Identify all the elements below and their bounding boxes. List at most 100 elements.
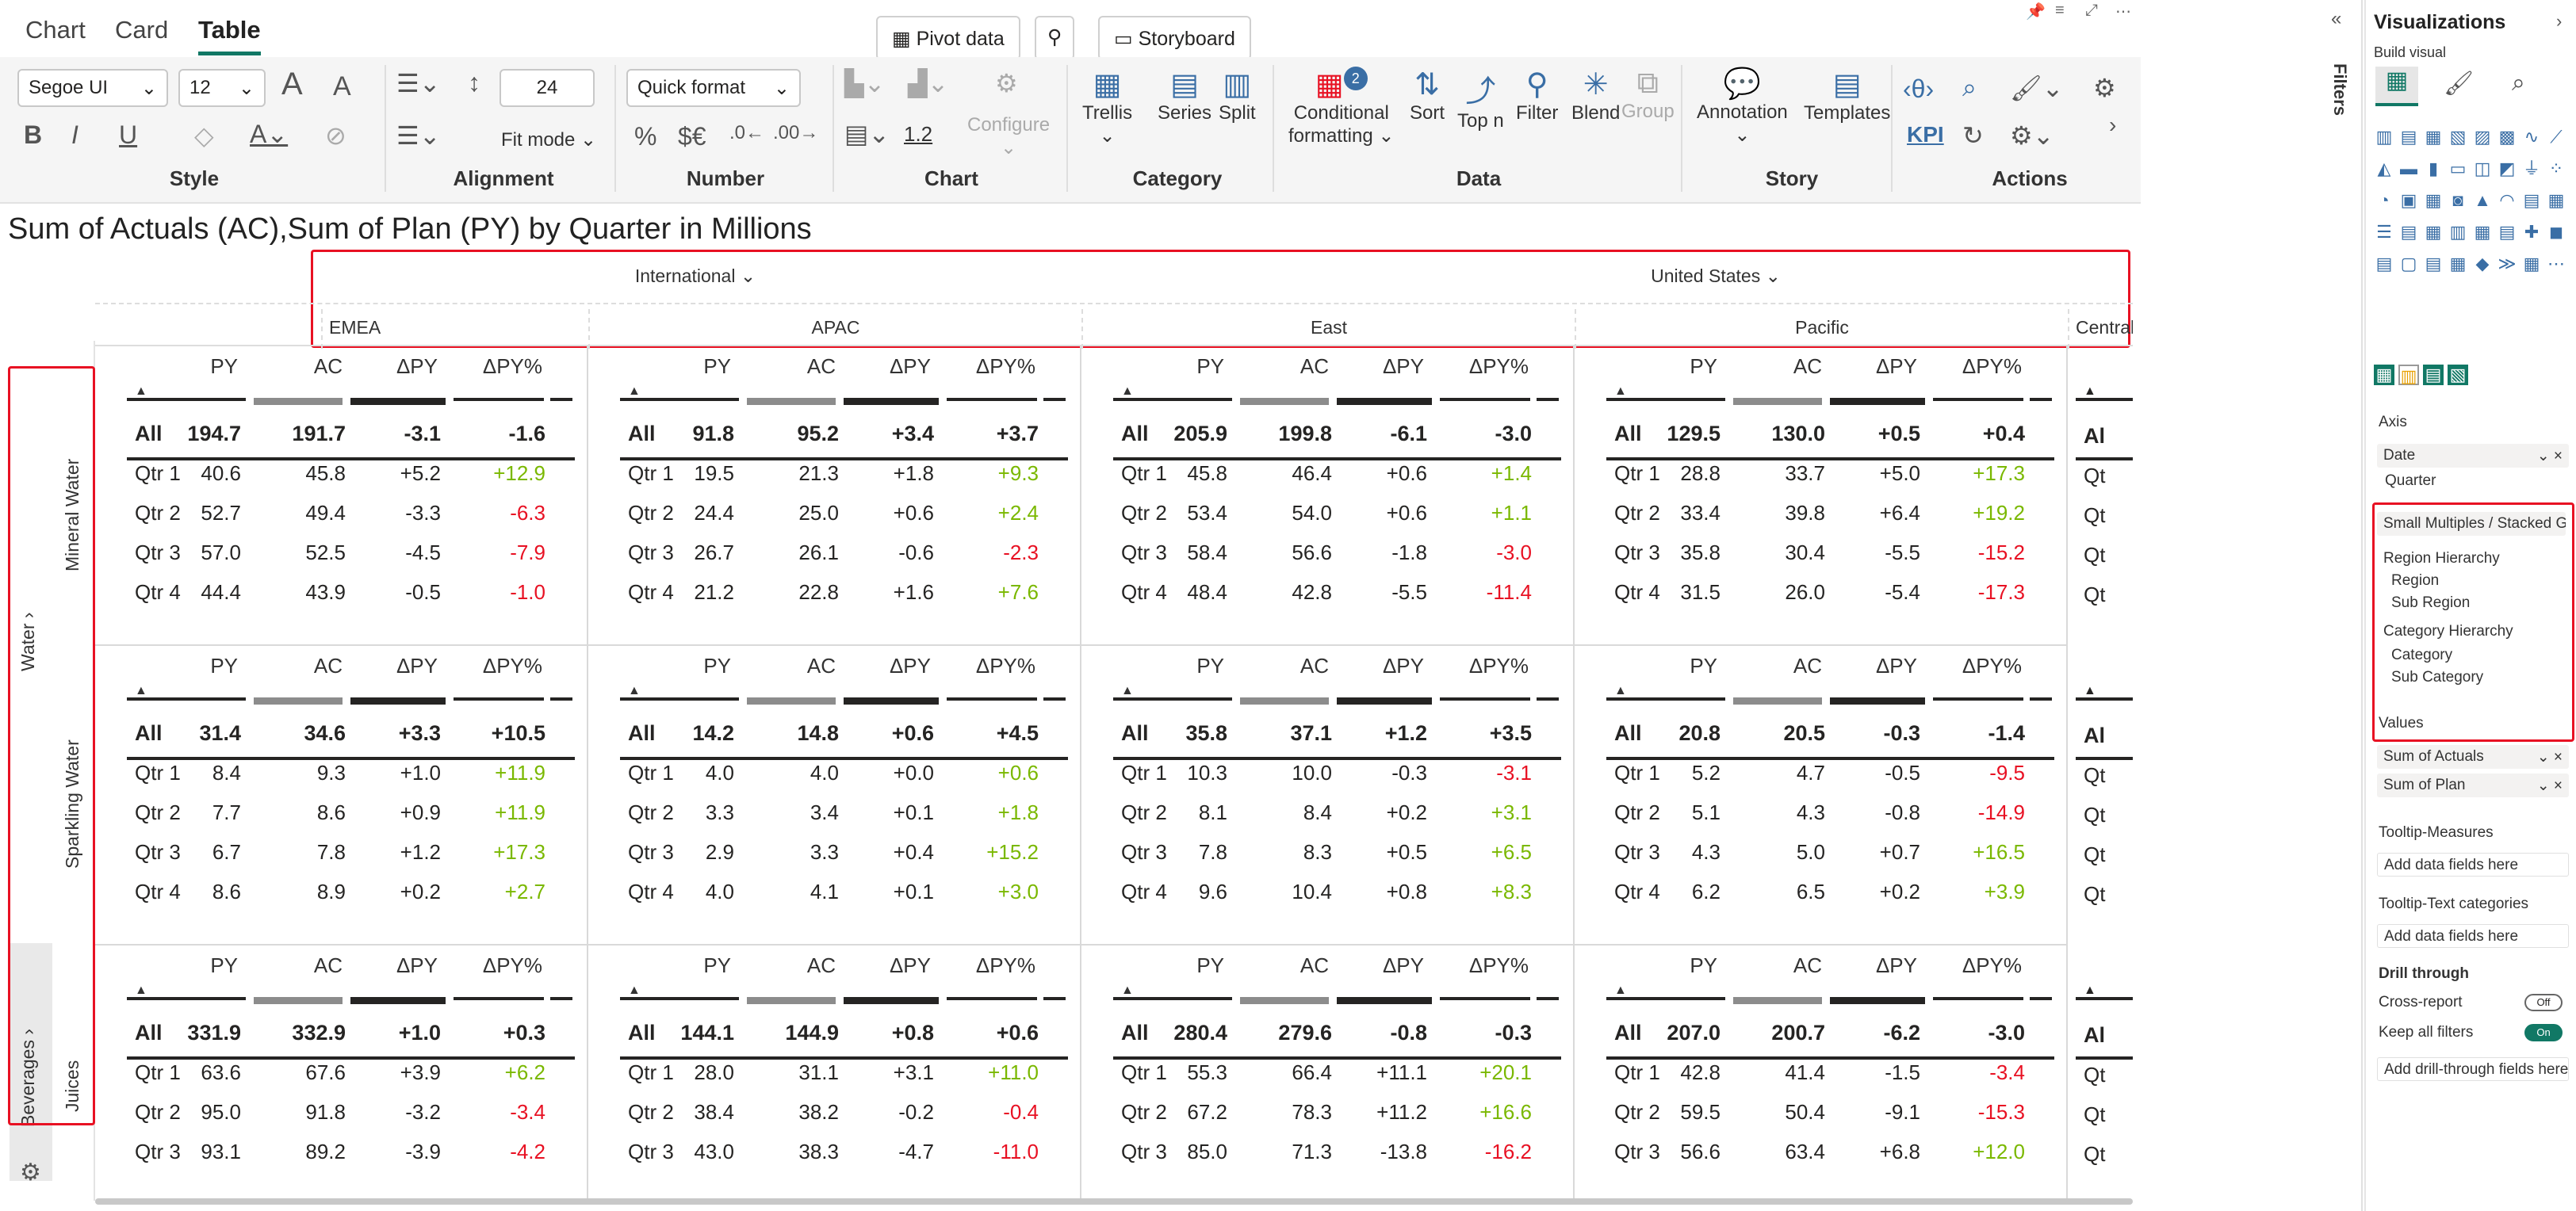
column-header[interactable]: AC <box>806 654 836 678</box>
column-header[interactable]: ΔPY% <box>975 654 1035 678</box>
column-header[interactable]: AC <box>806 354 836 378</box>
region-header[interactable]: International ⌄ <box>309 266 1081 305</box>
visual-type-icon[interactable]: ◫ <box>2474 159 2491 178</box>
focus-mode-icon[interactable]: ⤢ <box>2085 2 2098 19</box>
italic-icon[interactable]: I <box>71 120 78 149</box>
visual-type-icon[interactable]: ▧ <box>2449 127 2467 147</box>
visual-type-icon[interactable]: ▤ <box>2400 222 2417 242</box>
conditional-formatting-button[interactable]: ▦ 2 Conditional formatting ⌄ <box>1288 67 1395 147</box>
increase-decimal-icon[interactable]: .00→ <box>773 122 819 143</box>
settings-toggle-icon[interactable]: ⚙ <box>20 1159 41 1186</box>
custom-visual-icon[interactable]: ▦ <box>2374 365 2394 385</box>
column-header[interactable]: AC <box>313 953 343 977</box>
column-header[interactable]: ΔPY% <box>1468 953 1529 977</box>
configure-icon[interactable]: ⚙ <box>995 69 1018 97</box>
filter-button[interactable]: ⚲ Filter <box>1516 67 1558 124</box>
sort-ascending-icon[interactable]: ▲ <box>1121 384 1134 398</box>
visual-type-icon[interactable]: ⟋ <box>2550 127 2563 147</box>
more-options-icon[interactable]: ⋯ <box>2115 3 2131 21</box>
date-field[interactable]: Date ⌄ × <box>2377 444 2569 468</box>
blend-button[interactable]: ✳ Blend <box>1571 67 1620 124</box>
visual-type-icon[interactable]: ∿ <box>2524 127 2540 147</box>
align-vertical-icon[interactable]: ☰⌄ <box>396 121 441 150</box>
filters-label[interactable]: Filters <box>2330 63 2350 117</box>
region-field[interactable]: Region <box>2391 572 2440 589</box>
sort-ascending-icon[interactable]: ▲ <box>1121 984 1134 997</box>
sort-ascending-icon[interactable]: ▲ <box>1121 684 1134 697</box>
column-header[interactable]: PY <box>210 953 238 977</box>
filter-brush-button[interactable]: ⚲ <box>1035 16 1075 60</box>
visual-type-icon[interactable]: ◔ <box>2379 190 2390 210</box>
column-header[interactable]: ΔPY% <box>1962 654 2022 678</box>
sort-ascending-icon[interactable]: ▲ <box>628 984 641 997</box>
visual-type-icon[interactable]: ☰ <box>2376 222 2392 242</box>
column-header[interactable]: ΔPY <box>396 953 438 977</box>
visual-type-icon[interactable]: ◆ <box>2475 254 2490 273</box>
chart-stack-icon[interactable]: ▟⌄ <box>908 69 949 97</box>
storyboard-button[interactable]: ▭ Storyboard <box>1098 16 1251 60</box>
code-icon[interactable]: ‹θ› <box>1903 74 1935 103</box>
column-header[interactable]: PY <box>210 354 238 378</box>
column-header[interactable]: AC <box>806 953 836 977</box>
sort-ascending-icon[interactable]: ▲ <box>2084 984 2096 997</box>
column-header[interactable]: ΔPY% <box>975 354 1035 378</box>
sort-button[interactable]: ⇅ Sort <box>1410 67 1445 124</box>
horizontal-scrollbar[interactable] <box>95 1198 2133 1205</box>
build-visual-tab-icon[interactable]: ▦ <box>2375 67 2418 106</box>
quarter-field[interactable]: Quarter <box>2385 472 2436 489</box>
top-n-button[interactable]: ⤴ Top n <box>1457 67 1504 132</box>
settings-gear-icon[interactable]: ⚙⌄ <box>2010 121 2054 150</box>
column-header[interactable]: ΔPY% <box>1468 654 1529 678</box>
row-height-icon[interactable]: ↕ <box>468 68 480 97</box>
visual-type-icon[interactable]: ▥ <box>2449 222 2467 242</box>
column-header[interactable]: ΔPY <box>1875 354 1917 378</box>
visual-type-icon[interactable]: ▤ <box>2498 222 2516 242</box>
visual-type-icon[interactable]: ▦ <box>2474 222 2491 242</box>
column-header[interactable]: PY <box>1690 953 1717 977</box>
column-header[interactable]: ΔPY <box>1382 654 1424 678</box>
small-multiples-well[interactable]: Small Multiples / Stacked Gr... <box>2377 512 2566 536</box>
hide-icon[interactable]: ⊘ <box>325 121 346 150</box>
column-header[interactable]: PY <box>1196 354 1224 378</box>
filter-icon[interactable]: ≡ <box>2055 2 2065 19</box>
column-header[interactable]: ΔPY <box>1382 953 1424 977</box>
visual-type-icon[interactable]: ▢ <box>2400 254 2417 273</box>
sort-ascending-icon[interactable]: ▲ <box>1614 684 1627 697</box>
column-header[interactable]: ΔPY% <box>1962 354 2022 378</box>
ribbon-scroll-right-icon[interactable]: › <box>2109 113 2117 137</box>
column-header[interactable]: PY <box>703 654 731 678</box>
brush-icon[interactable]: 🖌⌄ <box>2010 74 2064 102</box>
sort-ascending-icon[interactable]: ▲ <box>135 684 147 697</box>
tooltip-measures-drop[interactable]: Add data fields here <box>2377 853 2569 877</box>
tab-table[interactable]: Table <box>198 16 261 55</box>
sub-category-field[interactable]: Sub Category <box>2391 669 2484 686</box>
configure-button[interactable]: Configure ⌄ <box>967 114 1050 159</box>
group-button[interactable]: ⧉ Group <box>1621 67 1675 123</box>
tab-chart[interactable]: Chart <box>25 16 86 44</box>
visual-type-icon[interactable]: ▦ <box>2547 190 2565 210</box>
percent-icon[interactable]: % <box>634 122 657 151</box>
refresh-icon[interactable]: ↻ <box>1962 121 1984 150</box>
column-header[interactable]: ΔPY <box>889 953 931 977</box>
column-header[interactable]: PY <box>1690 354 1717 378</box>
chart-type-icon[interactable]: ▤⌄ <box>844 120 890 148</box>
decrease-decimal-icon[interactable]: .0← <box>729 122 765 143</box>
column-header[interactable]: PY <box>1690 654 1717 678</box>
column-header[interactable]: ΔPY% <box>482 654 542 678</box>
column-header[interactable]: ΔPY <box>396 354 438 378</box>
sub-region-field[interactable]: Sub Region <box>2391 594 2471 611</box>
currency-icon[interactable]: $€ <box>678 122 706 151</box>
series-button[interactable]: ▤ Series <box>1158 67 1211 124</box>
visual-type-icon[interactable]: ▦ <box>2425 190 2442 210</box>
bold-icon[interactable]: B <box>24 120 43 149</box>
split-button[interactable]: ▥ Split <box>1219 67 1256 124</box>
column-header[interactable]: PY <box>210 654 238 678</box>
more-actions-icon[interactable]: ⚙ <box>2093 74 2116 102</box>
visual-type-icon[interactable]: ◼ <box>2548 222 2564 242</box>
column-header[interactable]: AC <box>1299 953 1329 977</box>
fill-color-icon[interactable]: ◇ <box>194 121 214 150</box>
visual-type-icon[interactable]: ▦ <box>2425 222 2442 242</box>
category-field[interactable]: Category <box>2391 647 2453 663</box>
drill-through-drop[interactable]: Add drill-through fields here <box>2377 1057 2569 1081</box>
visual-type-icon[interactable]: ✚ <box>2524 222 2540 242</box>
